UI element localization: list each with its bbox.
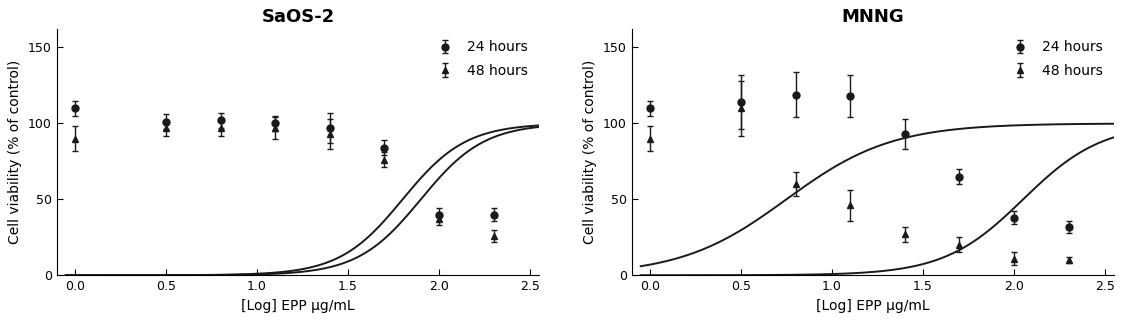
Title: MNNG: MNNG xyxy=(842,8,904,26)
Y-axis label: Cell viability (% of control): Cell viability (% of control) xyxy=(8,60,22,244)
X-axis label: [Log] EPP μg/mL: [Log] EPP μg/mL xyxy=(816,299,929,313)
Title: SaOS-2: SaOS-2 xyxy=(261,8,334,26)
Y-axis label: Cell viability (% of control): Cell viability (% of control) xyxy=(584,60,597,244)
X-axis label: [Log] EPP μg/mL: [Log] EPP μg/mL xyxy=(241,299,354,313)
Legend: 24 hours, 48 hours: 24 hours, 48 hours xyxy=(425,36,532,82)
Legend: 24 hours, 48 hours: 24 hours, 48 hours xyxy=(1000,36,1107,82)
